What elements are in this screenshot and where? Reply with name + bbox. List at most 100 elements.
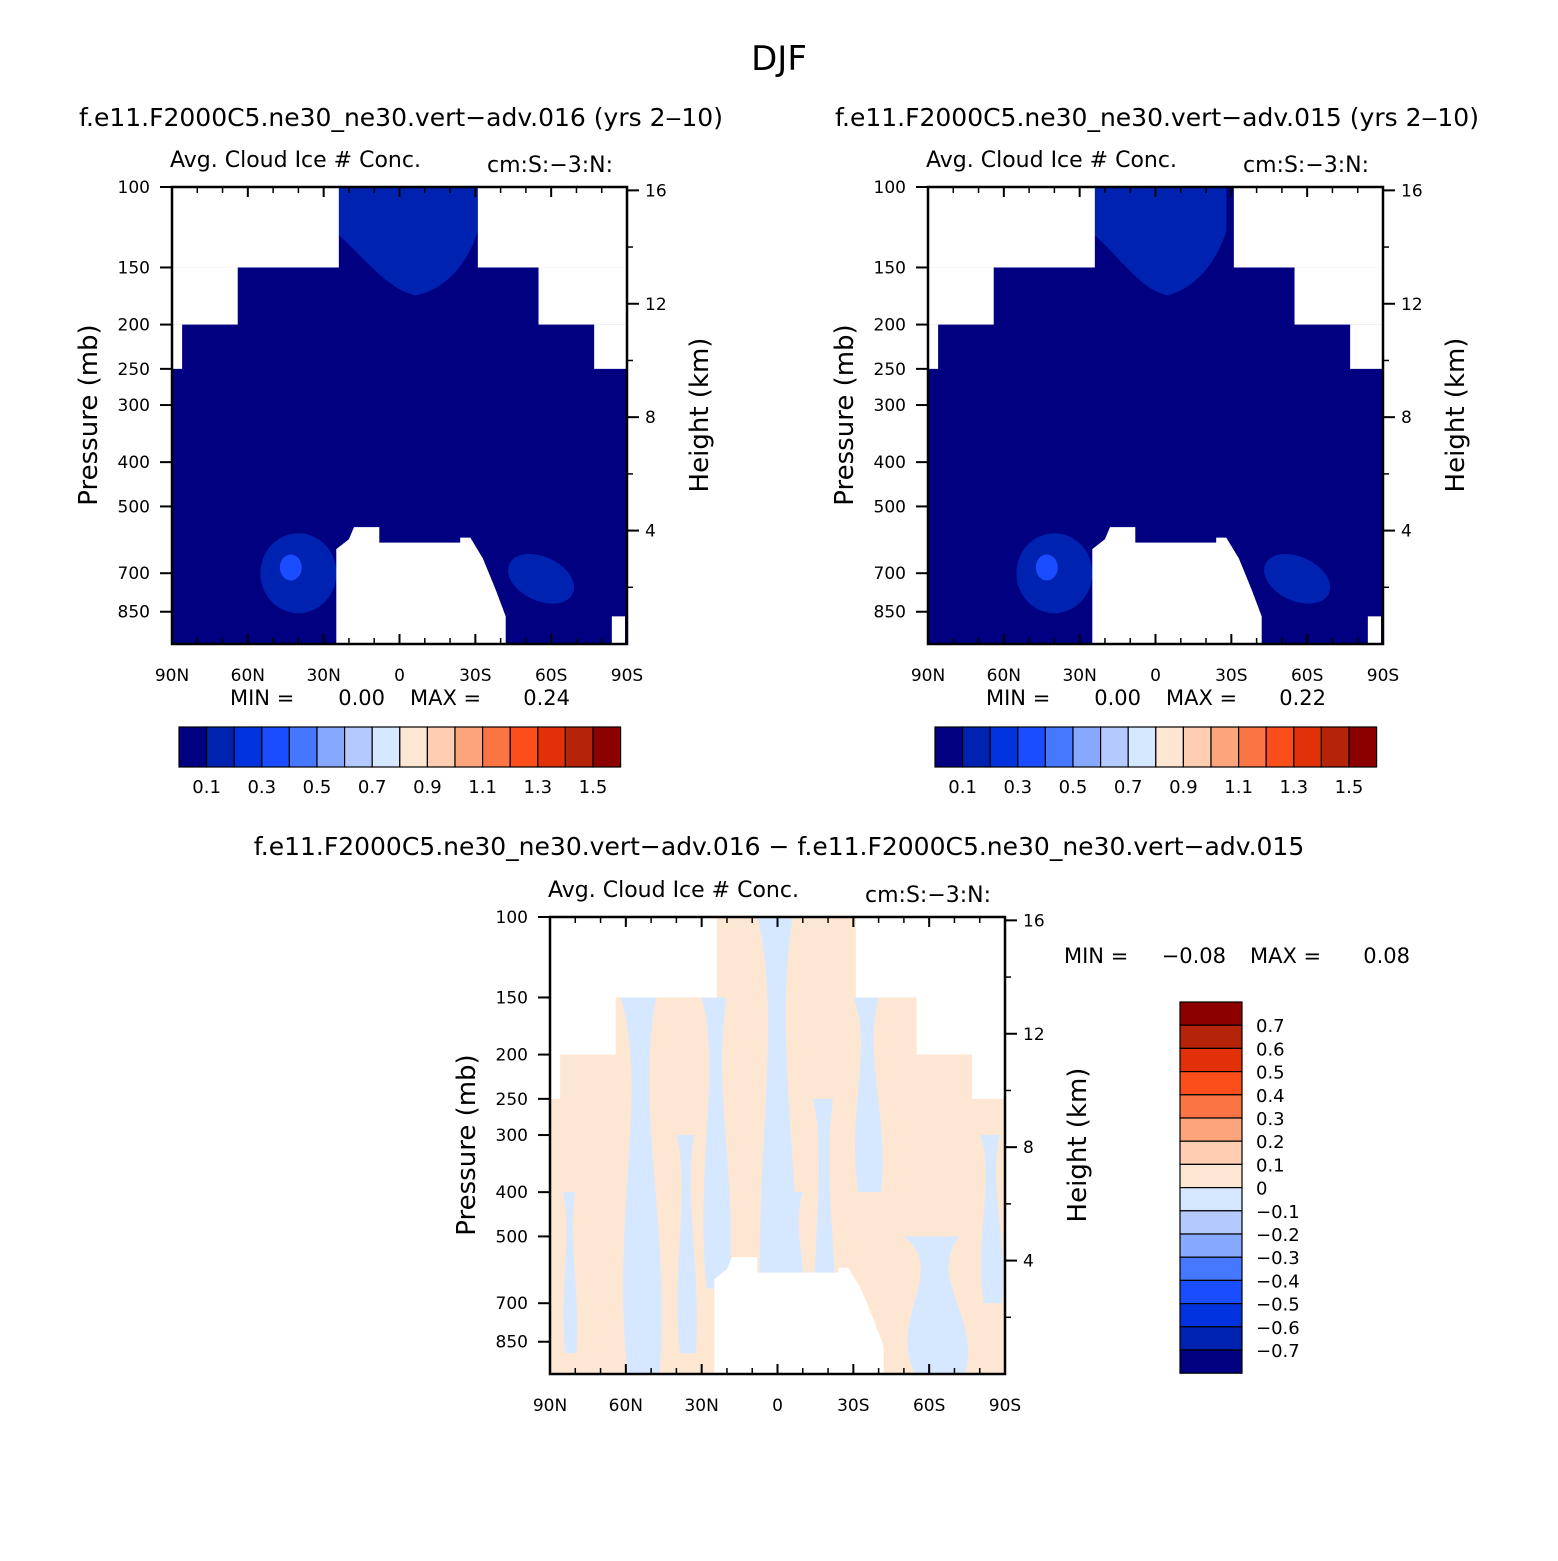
panel-3-colorbar-label: −0.4 (1256, 1271, 1300, 1292)
panel-2-colorbar-box (1155, 726, 1185, 768)
panel-2-missing-region-0 (928, 187, 1095, 268)
panel-1-colorbar-box (426, 726, 456, 768)
panel-1-missing-region-1 (477, 187, 627, 268)
panel-2-colorbar-box (1210, 726, 1240, 768)
panel-3-colorbar-box (1179, 1233, 1243, 1258)
panel-2-colorbar-label: 0.3 (1003, 777, 1032, 798)
panel-3-missing-region-4 (550, 1054, 561, 1099)
panel-3-colorbar-label: −0.3 (1256, 1248, 1300, 1269)
panel-2-terrain-mask (1092, 527, 1262, 644)
panel-2-x-tick-label: 60N (987, 666, 1021, 686)
panel-2-missing-region-5 (1350, 324, 1383, 369)
panel-2-ylabel: Pressure (mb) (830, 324, 860, 505)
panel-1-colorbar-box (564, 726, 594, 768)
panel-1-ylabel: Pressure (mb) (74, 324, 104, 505)
panel-2-colorbar-label: 0.7 (1114, 777, 1143, 798)
panel-3-units: cm:S:−3:N: (865, 883, 991, 908)
panel-3-colorbar-label: 0.6 (1256, 1039, 1285, 1060)
panel-2-min-value: 0.00 (1094, 686, 1141, 710)
panel-2-colorbar-box (989, 726, 1019, 768)
panel-2-y-right-tick-label: 4 (1401, 522, 1412, 542)
panel-3-colorbar-box (1179, 1094, 1243, 1119)
panel-1-x-tick-label: 0 (394, 666, 405, 686)
panel-2-colorbar-box (1044, 726, 1074, 768)
panel-2-colorbar-box (1293, 726, 1323, 768)
panel-3-colorbar-box (1179, 1070, 1243, 1096)
panel-3-variable-title: Avg. Cloud Ice # Conc. (548, 878, 799, 903)
panel-1-colorbar-box (509, 726, 539, 768)
panel-3-colorbar-label: 0.3 (1256, 1109, 1285, 1130)
panel-3-run-title: f.e11.F2000C5.ne30_ne30.vert−adv.016 − f… (254, 832, 1304, 861)
panel-3-x-tick-label: 0 (772, 1396, 783, 1416)
panel-2-missing-region-1 (1233, 187, 1383, 268)
panel-1-colorbar-box (316, 726, 346, 768)
panel-3-negative-streak (676, 1135, 697, 1354)
panel-2-sh-low-blob (1264, 553, 1331, 604)
panel-3-colorbar-label: 0.1 (1256, 1155, 1285, 1176)
panel-1-colorbar-box (178, 726, 208, 768)
panel-1-y-right-tick-label: 8 (645, 408, 656, 428)
panel-3-colorbar-label: −0.5 (1256, 1295, 1300, 1316)
panel-2-y-tick-label: 400 (874, 453, 906, 473)
panel-2-colorbar-label: 0.5 (1059, 777, 1088, 798)
panel-2-colorbar-label: 0.9 (1169, 777, 1198, 798)
panel-3-y-tick-label: 250 (496, 1090, 528, 1110)
panel-3-y-right-tick-label: 8 (1023, 1138, 1034, 1158)
panel-3-negative-streak (979, 1135, 1004, 1304)
panel-1-colorbar-label: 0.3 (247, 777, 276, 798)
panel-3-colorbar-box (1179, 1256, 1243, 1281)
panel-3-colorbar-box (1179, 1279, 1243, 1305)
panel-3-x-tick-label: 60S (913, 1396, 945, 1416)
panel-1-colorbar-box (592, 726, 622, 768)
panel-1-y-tick-label: 850 (118, 603, 150, 623)
panel-3-negative-streak (620, 997, 662, 1374)
panel-1-y-tick-label: 500 (118, 497, 150, 517)
panel-2-y-right-tick-label: 16 (1401, 181, 1423, 201)
panel-2-colorbar-label: 1.5 (1335, 777, 1364, 798)
panel-3-colorbar-box (1179, 1140, 1243, 1165)
panel-2-colorbar-box (1237, 726, 1267, 768)
panel-3-missing-region-3 (916, 997, 1005, 1055)
panel-2-y-tick-label: 500 (874, 497, 906, 517)
panel-2-colorbar-box (1127, 726, 1157, 768)
panel-1-colorbar-label: 0.5 (303, 777, 332, 798)
panel-3-colorbar-label: −0.6 (1256, 1318, 1300, 1339)
panel-2-y-tick-label: 150 (874, 258, 906, 278)
panel-1-x-tick-label: 90S (611, 666, 643, 686)
panel-3-x-tick-label: 30N (684, 1396, 718, 1416)
panel-2-y-tick-label: 200 (874, 316, 906, 336)
panel-3-y-tick-label: 500 (496, 1227, 528, 1247)
panel-3-colorbar-label: 0.2 (1256, 1132, 1285, 1153)
panel-3-x-tick-label: 60N (609, 1396, 643, 1416)
panel-1-colorbar-label: 1.5 (579, 777, 608, 798)
panel-3-y-tick-label: 150 (496, 988, 528, 1008)
panel-3-negative-streak (853, 997, 883, 1193)
panel-1-run-title: f.e11.F2000C5.ne30_ne30.vert−adv.016 (yr… (79, 103, 723, 132)
panel-2-y-right-tick-label: 8 (1401, 408, 1412, 428)
panel-1-x-tick-label: 60S (535, 666, 567, 686)
panel-3-negative-streak (903, 1236, 969, 1374)
panel-1-colorbar-box (288, 726, 318, 768)
panel-2-min-label: MIN = (986, 686, 1050, 710)
panel-1-colorbar-label: 1.3 (523, 777, 552, 798)
panel-3-difference: f.e11.F2000C5.ne30_ne30.vert−adv.016 − f… (254, 832, 1410, 1416)
panel-1: f.e11.F2000C5.ne30_ne30.vert−adv.016 (yr… (74, 103, 723, 798)
panel-3-colorbar-box (1179, 1302, 1243, 1328)
panel-3-missing-region-0 (550, 917, 717, 998)
panel-1-sh-low-blob (508, 553, 575, 604)
panel-3-colorbar-label: −0.2 (1256, 1225, 1300, 1246)
panel-2-terrain-mask-right (1367, 616, 1381, 644)
panel-1-y-right-tick-label: 16 (645, 181, 667, 201)
figure-title: DJF (751, 39, 807, 79)
panel-3-y-tick-label: 850 (496, 1333, 528, 1353)
panel-3-x-tick-label: 90S (989, 1396, 1021, 1416)
panel-3-y-right-tick-label: 16 (1023, 911, 1045, 931)
panel-1-y-right-tick-label: 12 (645, 295, 667, 315)
panel-3-colorbar-box (1179, 1047, 1243, 1073)
panel-1-y-tick-label: 100 (118, 178, 150, 198)
panel-2-x-tick-label: 90N (911, 666, 945, 686)
panel-3-y-right-tick-label: 4 (1023, 1252, 1034, 1272)
panel-3-y-tick-label: 200 (496, 1046, 528, 1066)
panel-3-x-tick-label: 30S (837, 1396, 869, 1416)
panel-2: f.e11.F2000C5.ne30_ne30.vert−adv.015 (yr… (830, 103, 1479, 798)
